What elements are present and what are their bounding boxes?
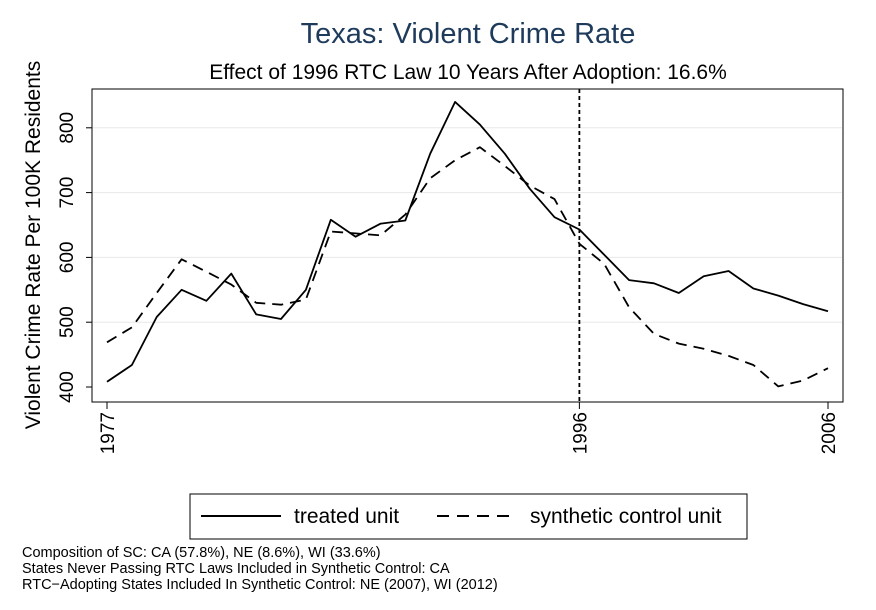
note-rtc-adopting: RTC−Adopting States Included In Syntheti… [22,577,498,593]
grid [93,127,842,323]
y-axis: 400 500 600 700 800 [57,112,92,403]
y-tick-label-800: 800 [57,112,78,144]
x-axis: 1977 1996 2006 [98,402,840,454]
series-line-synthetic-control-unit [106,146,829,388]
note-composition: Composition of SC: CA (57.8%), NE (8.6%)… [22,545,381,561]
plot-frame [91,88,844,403]
y-tick-label-600: 600 [57,242,78,274]
legend-label-treated-unit: treated unit [294,505,399,528]
y-tick-label-500: 500 [57,306,78,338]
y-tick-label-700: 700 [57,177,78,209]
y-axis-title: Violent Crime Rate Per 100K Residents [22,61,45,429]
series-lines [106,101,829,388]
x-tick-label-1996: 1996 [570,412,591,454]
legend-label-synthetic-control-unit: synthetic control unit [530,505,722,528]
series-line-treated-unit [106,101,829,383]
chart-subtitle: Effect of 1996 RTC Law 10 Years After Ad… [209,61,727,84]
y-tick-label-400: 400 [57,371,78,403]
note-never-passing: States Never Passing RTC Laws Included i… [22,561,450,577]
x-tick-label-2006: 2006 [819,412,840,454]
chart-title: Texas: Violent Crime Rate [301,18,636,50]
x-tick-label-1977: 1977 [98,412,119,454]
